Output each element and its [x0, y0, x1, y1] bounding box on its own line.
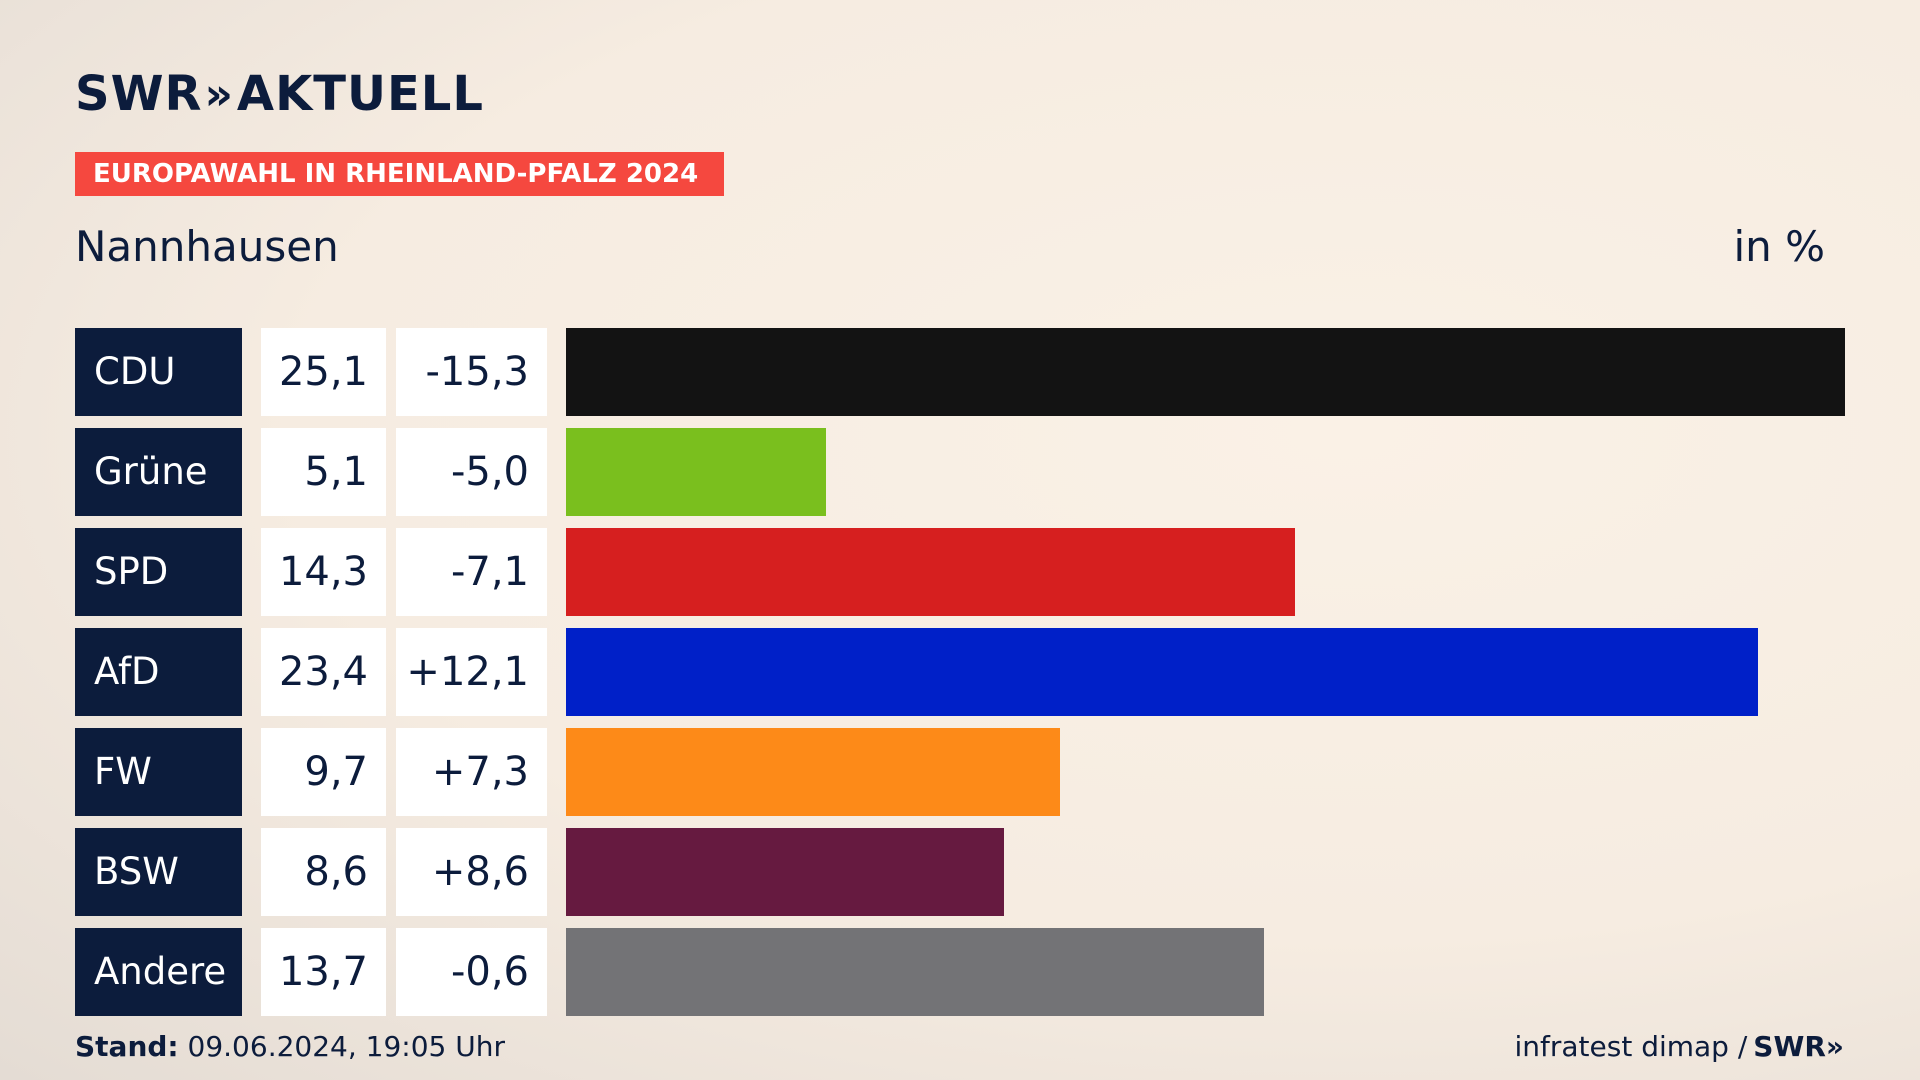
stand-label: Stand: — [75, 1030, 179, 1063]
party-label: FW — [75, 728, 242, 816]
party-label: CDU — [75, 328, 242, 416]
unit-label: in % — [1733, 222, 1825, 271]
vote-change-value: +12,1 — [396, 628, 547, 716]
result-bar — [566, 928, 1264, 1016]
vote-change-value: -0,6 — [396, 928, 547, 1016]
vote-share-value: 9,7 — [261, 728, 386, 816]
party-row: FW 9,7 +7,3 — [75, 728, 1845, 816]
party-label: BSW — [75, 828, 242, 916]
vote-change-value: +8,6 — [396, 828, 547, 916]
vote-share-value: 13,7 — [261, 928, 386, 1016]
logo-suffix: AKTUELL — [236, 66, 484, 122]
result-bar — [566, 428, 826, 516]
party-row: Grüne 5,1 -5,0 — [75, 428, 1845, 516]
logo-prefix: SWR — [75, 66, 203, 122]
vote-change-value: -7,1 — [396, 528, 547, 616]
party-label: Grüne — [75, 428, 242, 516]
vote-change-value: -5,0 — [396, 428, 547, 516]
place-title: Nannhausen — [75, 222, 339, 271]
result-bar — [566, 828, 1004, 916]
source-text: infratest dimap / — [1514, 1030, 1748, 1063]
result-bar — [566, 728, 1060, 816]
vote-share-value: 25,1 — [261, 328, 386, 416]
vote-change-value: +7,3 — [396, 728, 547, 816]
party-row: BSW 8,6 +8,6 — [75, 828, 1845, 916]
party-row: CDU 25,1 -15,3 — [75, 328, 1845, 416]
footer-swr-logo: SWR» — [1753, 1030, 1844, 1063]
party-label: AfD — [75, 628, 242, 716]
party-row: AfD 23,4 +12,1 — [75, 628, 1845, 716]
stand-info: Stand: 09.06.2024, 19:05 Uhr — [75, 1030, 505, 1063]
party-label: SPD — [75, 528, 242, 616]
party-row: SPD 14,3 -7,1 — [75, 528, 1845, 616]
result-bar — [566, 328, 1845, 416]
vote-share-value: 5,1 — [261, 428, 386, 516]
swr-aktuell-logo: SWR » AKTUELL — [75, 66, 484, 122]
result-bar — [566, 528, 1295, 616]
result-bar — [566, 628, 1758, 716]
party-row: Andere 13,7 -0,6 — [75, 928, 1845, 1016]
election-banner: EUROPAWAHL IN RHEINLAND-PFALZ 2024 — [75, 152, 724, 196]
stand-value: 09.06.2024, 19:05 Uhr — [187, 1030, 505, 1063]
source-credit: infratest dimap / SWR» — [1514, 1030, 1844, 1063]
vote-share-value: 23,4 — [261, 628, 386, 716]
party-label: Andere — [75, 928, 242, 1016]
vote-share-value: 8,6 — [261, 828, 386, 916]
vote-change-value: -15,3 — [396, 328, 547, 416]
vote-share-value: 14,3 — [261, 528, 386, 616]
